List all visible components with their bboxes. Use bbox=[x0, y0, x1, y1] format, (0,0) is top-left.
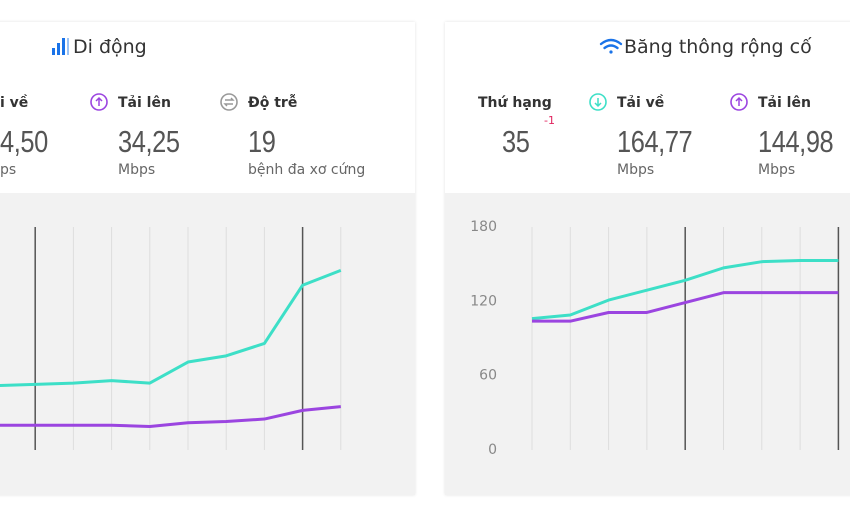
stat-value: 4,50 bbox=[0, 124, 48, 159]
up-icon bbox=[730, 93, 748, 111]
stat-label: Tải về bbox=[617, 95, 665, 111]
latency-icon bbox=[220, 93, 238, 111]
icon-ring bbox=[220, 93, 238, 111]
panel-title: Di động bbox=[73, 36, 147, 58]
stat-unit: bệnh đa xơ cứng bbox=[248, 162, 366, 178]
stat-value: 34,25 bbox=[118, 124, 180, 159]
stat-label: Độ trễ bbox=[248, 95, 298, 111]
icon-glyph bbox=[735, 96, 743, 106]
y-tick-label: 180 bbox=[470, 219, 497, 235]
wifi-icon bbox=[599, 38, 623, 54]
series-line bbox=[532, 291, 839, 323]
stat-value: 164,77 bbox=[617, 124, 693, 159]
down-icon bbox=[589, 93, 607, 111]
y-tick-label: 60 bbox=[479, 368, 497, 384]
panel-title: Băng thông rộng cố bbox=[624, 36, 812, 58]
rank-change: -1 bbox=[544, 114, 555, 127]
signal-icon bbox=[52, 38, 69, 55]
series-line bbox=[0, 268, 342, 387]
icon-glyph bbox=[594, 98, 602, 108]
icon-ring bbox=[589, 93, 607, 111]
icon-ring bbox=[90, 93, 108, 111]
stat-value: 144,98 bbox=[758, 124, 834, 159]
y-tick-label: 120 bbox=[470, 293, 497, 309]
stat-unit: Mbps bbox=[617, 162, 655, 178]
icon-glyph bbox=[95, 96, 103, 106]
stat-unit: Mbps bbox=[758, 162, 796, 178]
stat-label: Tải lên bbox=[758, 95, 811, 111]
chart-bg bbox=[445, 193, 850, 495]
series-line bbox=[0, 405, 341, 428]
up-icon bbox=[90, 93, 108, 111]
series-line bbox=[531, 258, 839, 321]
y-tick-label: 0 bbox=[488, 442, 497, 458]
icon-ring bbox=[730, 93, 748, 111]
stat-label: Tải lên bbox=[118, 95, 171, 111]
chart-bg bbox=[0, 193, 415, 495]
stat-label: i về bbox=[0, 95, 29, 111]
rank-value: 35 bbox=[502, 124, 530, 159]
stat-unit: Mbps bbox=[118, 162, 156, 178]
stat-unit: ps bbox=[0, 162, 17, 178]
rank-label: Thứ hạng bbox=[478, 95, 552, 111]
stat-value: 19 bbox=[248, 124, 276, 159]
icon-glyph bbox=[223, 97, 235, 107]
